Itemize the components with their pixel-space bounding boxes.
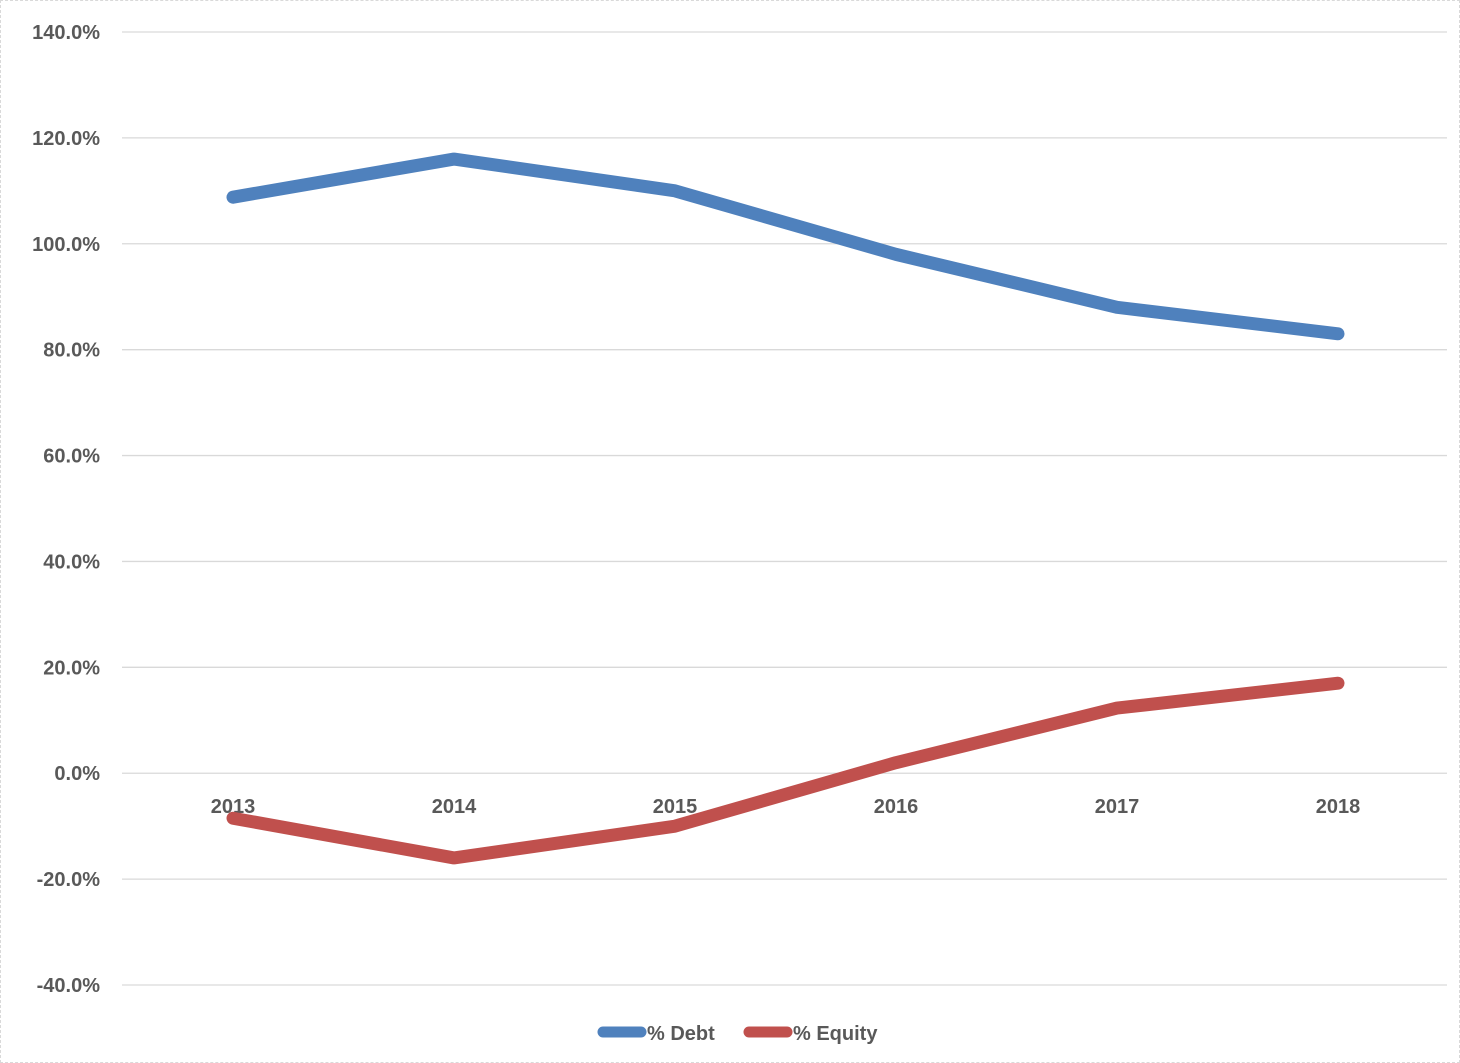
- legend-label: % Debt: [647, 1023, 715, 1045]
- x-axis-tick-labels: 2013 2014 2015 2016 2017 2018: [211, 796, 1361, 818]
- x-tick-label: 2017: [1095, 796, 1140, 818]
- y-tick-label: 80.0%: [43, 340, 100, 362]
- x-tick-label: 2013: [211, 796, 256, 818]
- series-line-debt: [226, 152, 1345, 341]
- y-tick-label: 0.0%: [54, 763, 100, 785]
- y-tick-label: -20.0%: [37, 869, 101, 891]
- legend: % Debt % Equity: [597, 1023, 878, 1045]
- plot-series: [226, 152, 1345, 865]
- x-tick-label: 2018: [1316, 796, 1361, 818]
- x-tick-label: 2016: [874, 796, 919, 818]
- y-tick-label: 40.0%: [43, 551, 100, 573]
- y-tick-label: 100.0%: [32, 234, 100, 256]
- series-line-equity: [226, 676, 1345, 865]
- x-tick-label: 2015: [653, 796, 698, 818]
- y-tick-label: 120.0%: [32, 128, 100, 150]
- y-tick-label: 20.0%: [43, 657, 100, 679]
- y-tick-label: 140.0%: [32, 22, 100, 44]
- x-tick-label: 2014: [432, 796, 477, 818]
- y-axis-tick-labels: -40.0% -20.0% 0.0% 20.0% 40.0% 60.0% 80.0% 100.…: [32, 22, 100, 997]
- y-tick-label: 60.0%: [43, 446, 100, 468]
- legend-label: % Equity: [793, 1023, 878, 1045]
- gridlines: [122, 31, 1447, 986]
- y-tick-label: -40.0%: [37, 975, 101, 997]
